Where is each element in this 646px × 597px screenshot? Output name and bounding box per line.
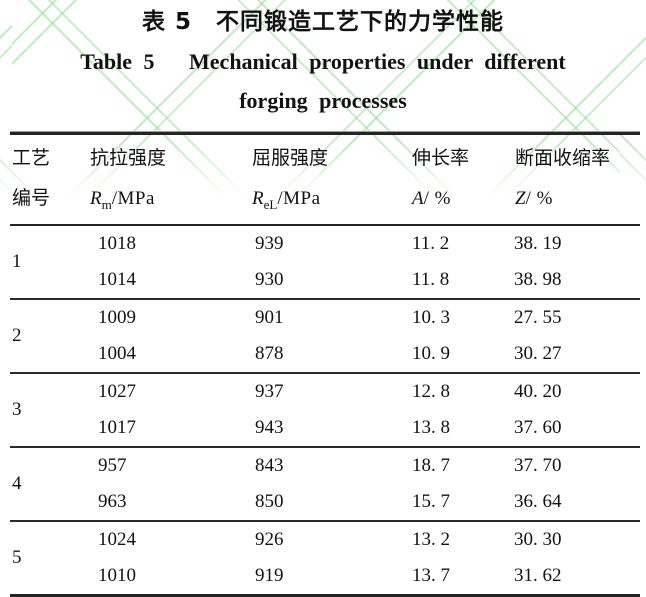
column-header-elongation: 伸长率 A/ % — [410, 134, 513, 226]
cell-elongation: 13. 2 — [412, 529, 450, 550]
header-line1-process-no: 工艺 — [12, 148, 51, 169]
cell-yield-strength: 937 — [255, 381, 284, 402]
symbol-yield-strength: R — [252, 188, 264, 209]
cell-tensile-strength: 963 — [98, 491, 127, 512]
cell-yield-strength: 926 — [255, 529, 284, 550]
table-row: 1010 919 13. 7 31. 62 — [10, 558, 640, 596]
cell-reduction-of-area: 38. 98 — [514, 269, 562, 290]
cell-tensile-strength: 1009 — [98, 307, 136, 328]
cell-elongation: 13. 7 — [412, 565, 450, 586]
process-group: 3 1027 937 12. 8 40. 20 1017 943 13. 8 37. 60 — [10, 373, 640, 447]
process-group: 1 1018 939 11. 2 38. 19 1014 930 11. 8 38. 98 — [10, 225, 640, 299]
symbol-reduction-of-area: Z — [515, 188, 526, 209]
process-group: 5 1024 926 13. 2 30. 30 1010 919 13. 7 31. 62 — [10, 521, 640, 596]
table-row: 963 850 15. 7 36. 64 — [10, 484, 640, 521]
table-row: 3 1027 937 12. 8 40. 20 — [10, 373, 640, 420]
table-caption-chinese: 表 5 不同锻造工艺下的力学性能 — [141, 9, 504, 35]
subscript-yield-strength: eL — [263, 196, 278, 212]
cell-tensile-strength: 1017 — [98, 417, 136, 438]
table-row: 5 1024 926 13. 2 30. 30 — [10, 521, 640, 568]
cell-yield-strength: 843 — [255, 455, 284, 476]
header-line2-yield-strength: ReL/MPa — [252, 179, 410, 218]
cell-process-no: 2 — [12, 325, 22, 346]
cell-tensile-strength: 1004 — [98, 343, 136, 364]
cell-elongation: 11. 2 — [412, 233, 450, 254]
symbol-elongation: A — [412, 188, 424, 209]
cell-elongation: 12. 8 — [412, 381, 450, 402]
header-line1-yield-strength: 屈服强度 — [252, 148, 329, 169]
header-line1-reduction-of-area: 断面收缩率 — [515, 148, 611, 169]
table-row: 1017 943 13. 8 37. 60 — [10, 410, 640, 447]
header-line1-elongation: 伸长率 — [412, 148, 470, 169]
column-header-yield-strength: 屈服强度 ReL/MPa — [250, 134, 410, 226]
cell-tensile-strength: 1024 — [98, 529, 136, 550]
table-row: 2 1009 901 10. 3 27. 55 — [10, 299, 640, 346]
cell-tensile-strength: 1018 — [98, 233, 136, 254]
subscript-tensile-strength: m — [101, 196, 112, 212]
cell-yield-strength: 901 — [255, 307, 284, 328]
table-row: 1004 878 10. 9 30. 27 — [10, 336, 640, 373]
process-group: 2 1009 901 10. 3 27. 55 1004 878 10. 9 30. 27 — [10, 299, 640, 373]
process-group: 4 957 843 18. 7 37. 70 963 850 15. 7 36. 64 — [10, 447, 640, 521]
header-line2-reduction-of-area: Z/ % — [515, 179, 640, 218]
header-row: 工艺 编号 抗拉强度 Rm/MPa 屈服强度 ReL/MPa 伸长率 A/ % 断面收缩率 Z/ … — [10, 134, 640, 226]
unit-tensile-strength: /MPa — [111, 188, 155, 209]
cell-process-no: 1 — [12, 251, 22, 272]
cell-reduction-of-area: 40. 20 — [514, 381, 562, 402]
watermark-pattern — [0, 0, 646, 198]
cell-process-no: 4 — [12, 473, 22, 494]
table-row: 1014 930 11. 8 38. 98 — [10, 262, 640, 299]
cell-reduction-of-area: 37. 60 — [514, 417, 562, 438]
cell-process-no: 5 — [12, 547, 22, 568]
table-caption: 表 5 不同锻造工艺下的力学性能 Table 5 Mechanical prop… — [0, 0, 646, 116]
cell-tensile-strength: 957 — [98, 455, 127, 476]
cell-reduction-of-area: 36. 64 — [514, 491, 562, 512]
symbol-tensile-strength: R — [90, 188, 102, 209]
unit-elongation: / % — [423, 188, 451, 209]
table-row: 4 957 843 18. 7 37. 70 — [10, 447, 640, 494]
cell-elongation: 10. 9 — [412, 343, 450, 364]
table-header: 工艺 编号 抗拉强度 Rm/MPa 屈服强度 ReL/MPa 伸长率 A/ % 断面收缩率 Z/ … — [10, 134, 640, 226]
cell-process-no: 3 — [12, 399, 22, 420]
table-caption-english-line2: forging processes — [239, 88, 407, 113]
cell-reduction-of-area: 30. 27 — [514, 343, 562, 364]
mechanical-properties-table: 工艺 编号 抗拉强度 Rm/MPa 屈服强度 ReL/MPa 伸长率 A/ % 断面收缩率 Z/ … — [10, 132, 640, 597]
cell-elongation: 10. 3 — [412, 307, 450, 328]
unit-yield-strength: /MPa — [277, 188, 321, 209]
cell-yield-strength: 878 — [255, 343, 284, 364]
column-header-tensile-strength: 抗拉强度 Rm/MPa — [88, 134, 250, 226]
table-row: 1 1018 939 11. 2 38. 19 — [10, 225, 640, 272]
column-header-process-no: 工艺 编号 — [10, 134, 88, 226]
header-line2-tensile-strength: Rm/MPa — [90, 179, 250, 218]
cell-elongation: 13. 8 — [412, 417, 450, 438]
cell-elongation: 18. 7 — [412, 455, 450, 476]
header-line2-elongation: A/ % — [412, 179, 513, 218]
cell-reduction-of-area: 30. 30 — [514, 529, 562, 550]
cell-yield-strength: 919 — [255, 565, 284, 586]
cell-tensile-strength: 1027 — [98, 381, 136, 402]
cell-reduction-of-area: 31. 62 — [514, 565, 562, 586]
cell-yield-strength: 850 — [255, 491, 284, 512]
cell-yield-strength: 930 — [255, 269, 284, 290]
cell-tensile-strength: 1010 — [98, 565, 136, 586]
cell-reduction-of-area: 37. 70 — [514, 455, 562, 476]
cell-elongation: 15. 7 — [412, 491, 450, 512]
cell-elongation: 11. 8 — [412, 269, 450, 290]
table-caption-english-line1: Table 5 Mechanical properties under diff… — [80, 49, 566, 74]
cell-yield-strength: 943 — [255, 417, 284, 438]
cell-reduction-of-area: 38. 19 — [514, 233, 562, 254]
header-line1-tensile-strength: 抗拉强度 — [90, 148, 167, 169]
cell-tensile-strength: 1014 — [98, 269, 136, 290]
column-header-reduction-of-area: 断面收缩率 Z/ % — [513, 134, 640, 226]
header-line2-process-no: 编号 — [12, 188, 51, 209]
cell-yield-strength: 939 — [255, 233, 284, 254]
cell-reduction-of-area: 27. 55 — [514, 307, 562, 328]
unit-reduction-of-area: / % — [525, 188, 553, 209]
